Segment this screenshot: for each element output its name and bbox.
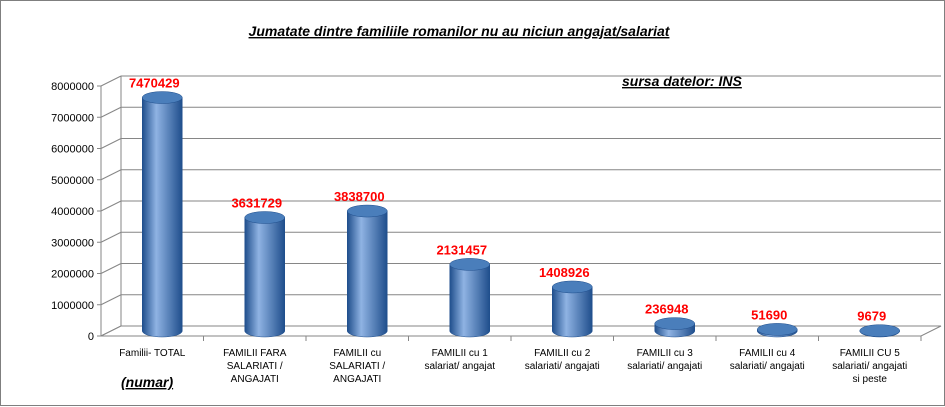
- data-label: 1408926: [539, 265, 590, 280]
- data-label: 3838700: [334, 189, 385, 204]
- gridline-side: [100, 200, 122, 212]
- x-tick-label: FAMILII cu 4 salariati/ angajati: [730, 348, 805, 372]
- y-tick-label: 6000000: [51, 144, 94, 156]
- bar: [449, 258, 490, 338]
- bar: [552, 280, 593, 338]
- gridline-side: [100, 169, 122, 181]
- bar: [347, 204, 388, 338]
- gridline-side: [100, 138, 122, 149]
- bar: [654, 317, 695, 338]
- chart-title: Jumatate dintre familiile romanilor nu a…: [249, 23, 671, 39]
- gridline-side: [100, 263, 122, 274]
- gridline-side: [100, 106, 122, 118]
- y-tick-label: 0: [88, 331, 94, 343]
- x-tick-label: FAMILII CU 5 salariati/ angajati si peste: [832, 348, 907, 385]
- y-tick-label: 2000000: [51, 269, 94, 281]
- x-tick-label: FAMILII cu 1 salariat/ angajat: [424, 348, 495, 372]
- data-label: 236948: [645, 302, 688, 317]
- y-tick-label: 8000000: [51, 81, 94, 93]
- data-label: 2131457: [436, 242, 487, 257]
- data-label: 51690: [751, 307, 787, 322]
- gridline-side: [100, 75, 122, 87]
- data-label-layer: 7470429 3631729 3838700 2131457 1408926 23694…: [129, 76, 886, 324]
- y-tick-label: 1000000: [51, 300, 94, 312]
- bar: [244, 211, 285, 338]
- y-tick-label: 7000000: [51, 112, 94, 124]
- data-label: 7470429: [129, 76, 180, 91]
- x-tick-label: FAMILII cu SALARIATI / ANGAJATI: [329, 348, 385, 385]
- bar: [859, 324, 900, 338]
- bar: [757, 323, 798, 338]
- source-note: sursa datelor: INS: [622, 73, 742, 89]
- unit-label: (numar): [121, 374, 173, 390]
- data-label: 9679: [857, 309, 886, 324]
- axis-layer: [97, 76, 942, 341]
- y-tick-label: 3000000: [51, 237, 94, 249]
- data-label: 3631729: [231, 196, 282, 211]
- x-axis-ticks: Familii- TOTAL FAMILII FARA SALARIATI / ANG…: [119, 348, 907, 385]
- y-tick-label: 4000000: [51, 206, 94, 218]
- gridline-side: [100, 231, 122, 243]
- bar: [142, 91, 183, 338]
- y-tick-label: 5000000: [51, 175, 94, 187]
- y-axis-ticks: 0 1000000 2000000 3000000 4000000 5000000 6000…: [51, 81, 94, 343]
- x-tick-label: FAMILII cu 3 salariati/ angajati: [627, 348, 702, 372]
- grid-layer: [100, 75, 941, 337]
- gridline-side: [100, 294, 122, 306]
- x-tick-label: FAMILII cu 2 salariati/ angajati: [525, 348, 600, 372]
- x-tick-label: FAMILII FARA SALARIATI / ANGAJATI: [223, 348, 287, 385]
- bar-layer: [142, 91, 900, 338]
- floor-plane: [100, 325, 942, 337]
- x-tick-label: Familii- TOTAL: [119, 348, 186, 359]
